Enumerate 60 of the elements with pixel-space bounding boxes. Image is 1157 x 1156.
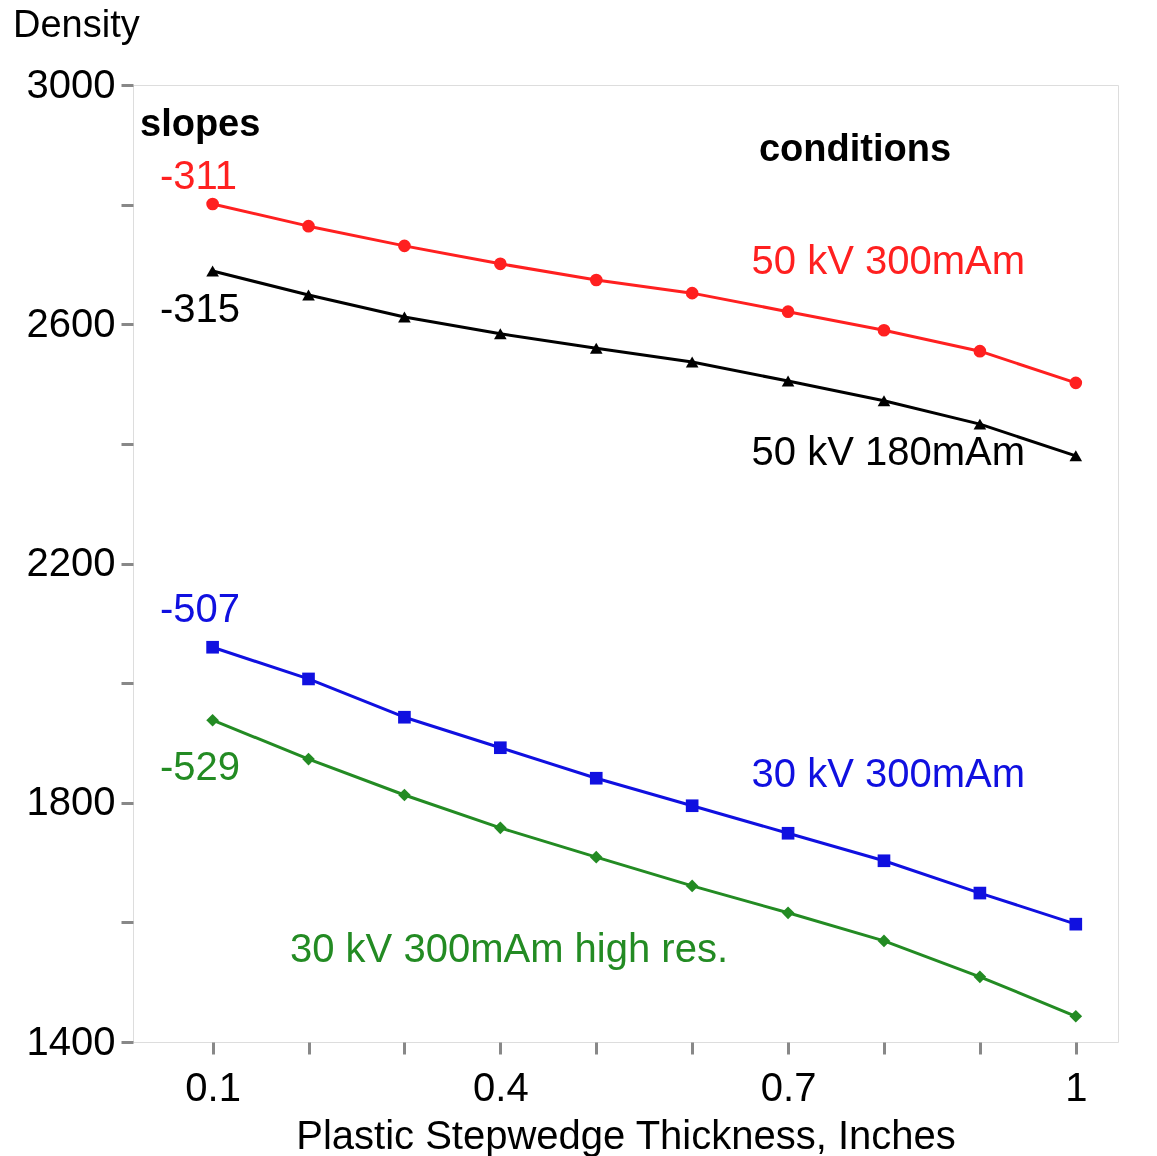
point (877, 395, 891, 407)
y-axis-title: Density (13, 3, 140, 45)
y-tick-label: 3000 (26, 61, 116, 106)
point (398, 788, 411, 802)
series-label: 30 kV 300mAm high res. (290, 926, 728, 970)
point (781, 375, 795, 387)
point (781, 826, 795, 840)
point (589, 342, 603, 354)
series-label: 30 kV 300mAm (751, 751, 1025, 795)
annotation: -529 (160, 744, 241, 788)
point (302, 219, 315, 233)
point (206, 197, 219, 211)
annotation: -315 (160, 286, 241, 330)
y-tick-label: 2600 (26, 300, 116, 345)
point (398, 311, 411, 323)
point (973, 886, 987, 900)
point (1069, 376, 1083, 390)
point (781, 305, 795, 318)
y-tick-label: 2200 (26, 540, 116, 584)
point (1069, 1009, 1083, 1023)
point (1069, 450, 1083, 462)
x-tick-label: 0.4 (473, 1064, 529, 1109)
x-tick-label: 0.1 (185, 1064, 241, 1109)
point (973, 418, 987, 430)
point (206, 265, 219, 277)
x-tick-label: 0.7 (760, 1064, 817, 1109)
point (302, 752, 315, 766)
point (494, 257, 507, 271)
point (781, 906, 795, 920)
y-tick-label: 1400 (26, 1018, 116, 1063)
point (589, 771, 603, 785)
point (494, 741, 507, 755)
point (877, 323, 891, 337)
point (685, 879, 699, 893)
annotation: -311 (160, 153, 238, 197)
point (494, 821, 507, 835)
point (877, 854, 891, 868)
point (206, 640, 219, 654)
point (685, 286, 699, 300)
point (206, 713, 219, 727)
series-label: 50 kV 300mAm (751, 238, 1025, 282)
point (398, 710, 411, 724)
annotation: slopes (140, 102, 261, 144)
annotation: -507 (160, 586, 241, 630)
point (973, 970, 987, 984)
point (589, 273, 603, 287)
point (877, 934, 891, 948)
point (973, 344, 987, 358)
point (685, 356, 699, 368)
point (1069, 917, 1083, 931)
series-label: 50 kV 180mAm (751, 429, 1025, 473)
point (494, 328, 507, 340)
point (302, 289, 315, 301)
point (398, 239, 411, 253)
point (589, 850, 603, 864)
x-tick-label: 1 (1065, 1064, 1088, 1109)
annotation: conditions (758, 127, 952, 169)
y-tick-label: 1800 (26, 779, 116, 824)
point (302, 672, 315, 686)
point (685, 799, 699, 813)
